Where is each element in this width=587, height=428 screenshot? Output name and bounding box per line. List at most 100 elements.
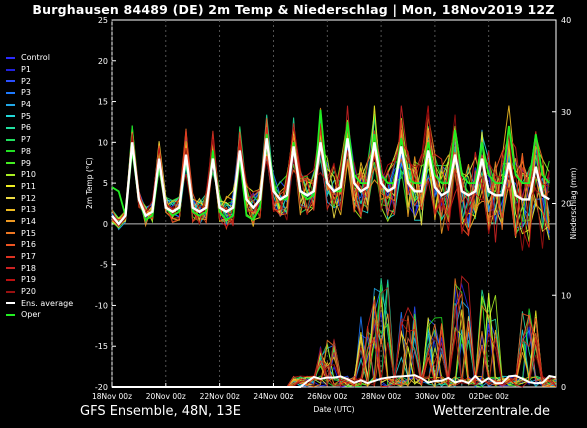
legend-swatch <box>6 302 15 305</box>
y-right-tick-label: 10 <box>561 291 571 300</box>
legend-label: P4 <box>21 100 31 110</box>
legend-swatch <box>6 197 15 200</box>
legend-label: P7 <box>21 135 31 145</box>
legend-item: P6 <box>6 122 73 134</box>
legend-item: Oper <box>6 309 73 321</box>
legend-swatch <box>6 278 15 281</box>
legend-swatch <box>6 68 15 71</box>
x-tick-label: 26Nov 00z <box>307 392 347 401</box>
legend-swatch <box>6 80 15 83</box>
y-tick-label: 15 <box>98 98 108 107</box>
legend-item: Control <box>6 52 73 64</box>
y-right-tick-label: 30 <box>561 108 571 117</box>
ens-average-line <box>111 138 550 226</box>
ensemble-line-p19 <box>111 105 550 248</box>
legend-label: Control <box>21 53 50 63</box>
legend-item: P16 <box>6 239 73 251</box>
legend-label: Ens. average <box>21 298 74 308</box>
legend-swatch <box>6 267 15 270</box>
legend-label: P15 <box>21 228 37 238</box>
legend-item: P20 <box>6 286 73 298</box>
legend-label: P5 <box>21 111 31 121</box>
legend-label: P13 <box>21 205 37 215</box>
legend-swatch <box>6 220 15 223</box>
legend-swatch <box>6 115 15 118</box>
y-axis-label: 2m Temp (°C) <box>85 157 94 209</box>
legend-swatch <box>6 138 15 141</box>
legend-label: P9 <box>21 158 31 168</box>
y-right-tick-label: 40 <box>561 16 571 25</box>
legend-label: P17 <box>21 252 37 262</box>
legend-swatch <box>6 185 15 188</box>
y-tick-label: 0 <box>103 220 108 229</box>
legend-label: P11 <box>21 181 37 191</box>
legend-label: P19 <box>21 275 37 285</box>
site-label: Wetterzentrale.de <box>432 404 550 419</box>
legend-swatch <box>6 162 15 165</box>
legend-item: Ens. average <box>6 297 73 309</box>
legend-swatch <box>6 126 15 129</box>
legend-label: Oper <box>21 310 41 320</box>
legend-item: P12 <box>6 192 73 204</box>
x-tick-label: 20Nov 00z <box>146 392 186 401</box>
x-tick-label: 30Nov 00z <box>415 392 455 401</box>
legend-swatch <box>6 290 15 293</box>
legend-item: P5 <box>6 110 73 122</box>
legend-item: P18 <box>6 262 73 274</box>
x-tick-label: 18Nov 00z <box>92 392 132 401</box>
legend-swatch <box>6 255 15 258</box>
legend-label: P8 <box>21 146 31 156</box>
legend-item: P9 <box>6 157 73 169</box>
legend-swatch <box>6 232 15 235</box>
x-tick-label: 28Nov 00z <box>361 392 401 401</box>
legend-swatch <box>6 56 15 59</box>
legend-item: P3 <box>6 87 73 99</box>
x-tick-label: 24Nov 00z <box>253 392 293 401</box>
legend-item: P15 <box>6 227 73 239</box>
legend-item: P8 <box>6 146 73 158</box>
y-tick-label: 20 <box>98 57 108 66</box>
x-axis-label: Date (UTC) <box>313 405 354 414</box>
legend-label: P6 <box>21 123 31 133</box>
legend-swatch <box>6 91 15 94</box>
legend-label: P1 <box>21 65 31 75</box>
legend-item: P4 <box>6 99 73 111</box>
legend-label: P3 <box>21 88 31 98</box>
legend-item: P2 <box>6 75 73 87</box>
legend: Control P1 P2 P3 P4 P5 P6 P7 P8 P9 P10 P11 P12 P13 P14… <box>6 52 73 321</box>
legend-swatch <box>6 150 15 153</box>
legend-swatch <box>6 243 15 246</box>
chart-title: Burghausen 84489 (DE) 2m Temp & Niedersc… <box>32 2 555 17</box>
legend-swatch <box>6 173 15 176</box>
legend-label: P12 <box>21 193 37 203</box>
legend-label: P10 <box>21 170 37 180</box>
y-tick-label: -15 <box>95 342 108 351</box>
legend-label: P20 <box>21 287 37 297</box>
legend-swatch <box>6 103 15 106</box>
legend-item: P11 <box>6 181 73 193</box>
legend-item: P13 <box>6 204 73 216</box>
ens-average-precip-line <box>112 374 557 388</box>
legend-swatch <box>6 313 15 316</box>
legend-label: P2 <box>21 76 31 86</box>
y-tick-label: 5 <box>103 179 108 188</box>
x-tick-label: 02Dec 00z <box>469 392 509 401</box>
y-right-tick-label: 0 <box>561 383 566 392</box>
legend-item: P1 <box>6 64 73 76</box>
source-label: GFS Ensemble, 48N, 13E <box>80 404 242 419</box>
legend-item: P19 <box>6 274 73 286</box>
legend-label: P16 <box>21 240 37 250</box>
legend-label: P14 <box>21 216 37 226</box>
y-tick-label: 10 <box>98 138 108 147</box>
legend-item: P14 <box>6 216 73 228</box>
legend-item: P17 <box>6 251 73 263</box>
y-right-tick-label: 20 <box>561 200 571 209</box>
y-tick-label: -20 <box>95 383 108 392</box>
y-right-axis-label: Niederschlag (mm) <box>569 168 578 240</box>
x-tick-label: 22Nov 00z <box>200 392 240 401</box>
y-tick-label: -5 <box>100 261 108 270</box>
legend-item: P7 <box>6 134 73 146</box>
y-tick-label: -10 <box>95 301 108 310</box>
legend-swatch <box>6 208 15 211</box>
